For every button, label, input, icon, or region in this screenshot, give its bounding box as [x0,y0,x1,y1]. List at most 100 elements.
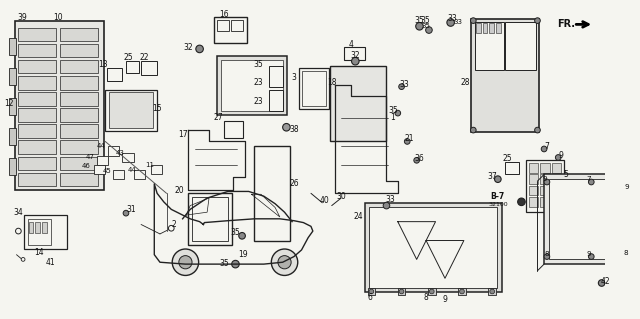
Text: 15: 15 [152,104,162,113]
Circle shape [168,226,174,231]
Text: 3: 3 [292,73,296,82]
Bar [269,66,283,87]
Circle shape [447,19,454,26]
Bar [107,68,122,81]
Text: 32: 32 [351,51,360,60]
Circle shape [179,256,192,269]
Bar [214,17,247,43]
Bar [141,61,157,75]
Circle shape [414,158,419,163]
Text: 35: 35 [230,228,241,237]
Text: 20: 20 [174,186,184,195]
Text: 5: 5 [563,170,568,179]
Text: 46: 46 [82,163,91,169]
Bar [19,60,56,73]
Bar [540,197,550,206]
Circle shape [395,110,401,116]
Bar [94,165,105,174]
Bar [60,60,98,73]
Bar [60,157,98,170]
Bar [490,23,494,33]
Text: 33: 33 [454,19,463,26]
Bar [506,162,518,174]
Circle shape [598,280,605,286]
Circle shape [544,254,550,259]
Text: 9: 9 [625,184,630,190]
Circle shape [172,249,198,275]
Text: 23: 23 [253,78,263,87]
Text: 28: 28 [460,78,470,87]
Bar [19,28,56,41]
Text: 36: 36 [415,154,424,163]
Bar [134,170,145,179]
Bar [224,121,243,137]
Circle shape [15,228,21,234]
Bar [540,163,550,173]
Circle shape [196,45,204,53]
Circle shape [351,57,359,65]
Circle shape [490,289,495,294]
Bar [496,23,500,33]
Text: 17: 17 [178,130,188,139]
Circle shape [470,127,476,133]
Circle shape [369,289,374,294]
Circle shape [426,27,432,33]
Bar [60,44,98,57]
Text: 9: 9 [559,151,563,160]
Text: 45: 45 [103,168,111,174]
Circle shape [283,123,290,131]
Bar [126,61,139,72]
Text: 9: 9 [543,176,547,182]
Bar [398,288,405,295]
Bar [105,90,157,131]
Bar [9,98,17,115]
Circle shape [544,179,550,185]
Text: 8: 8 [424,293,429,302]
Text: 35: 35 [253,60,263,69]
Text: 42: 42 [600,277,611,286]
Bar [60,140,98,154]
Circle shape [399,84,404,90]
Text: 33: 33 [447,14,458,23]
Circle shape [271,249,298,275]
Bar [19,92,56,106]
Bar [330,66,387,141]
Text: 12: 12 [4,99,13,108]
Text: 31: 31 [127,205,136,214]
Circle shape [588,254,594,259]
Bar [9,128,17,145]
Text: 37: 37 [487,172,497,181]
Circle shape [416,23,423,30]
Bar [365,203,502,293]
Bar [476,23,481,33]
Text: 8: 8 [545,251,549,257]
Text: 9: 9 [442,295,447,304]
Text: 21: 21 [404,134,414,143]
Bar [29,222,33,233]
Bar [28,219,51,245]
Circle shape [232,260,239,268]
Text: 39: 39 [17,13,27,22]
Circle shape [399,289,404,294]
Bar [113,170,124,179]
Bar [19,76,56,90]
Circle shape [621,186,627,191]
Bar [216,20,229,31]
Bar [367,288,375,295]
Text: 14: 14 [35,248,44,257]
Text: 38: 38 [289,125,299,134]
Text: 10: 10 [53,13,63,22]
Bar [9,159,17,175]
Text: 44: 44 [97,143,106,149]
Circle shape [404,138,410,144]
Bar [552,174,561,184]
Bar [529,174,538,184]
Bar [192,197,228,241]
Bar [529,163,538,173]
Text: 41: 41 [45,258,55,267]
Text: 7: 7 [586,176,591,182]
Circle shape [534,127,540,133]
Text: 34: 34 [13,208,23,217]
Text: 24: 24 [353,212,363,221]
Bar [122,153,134,162]
